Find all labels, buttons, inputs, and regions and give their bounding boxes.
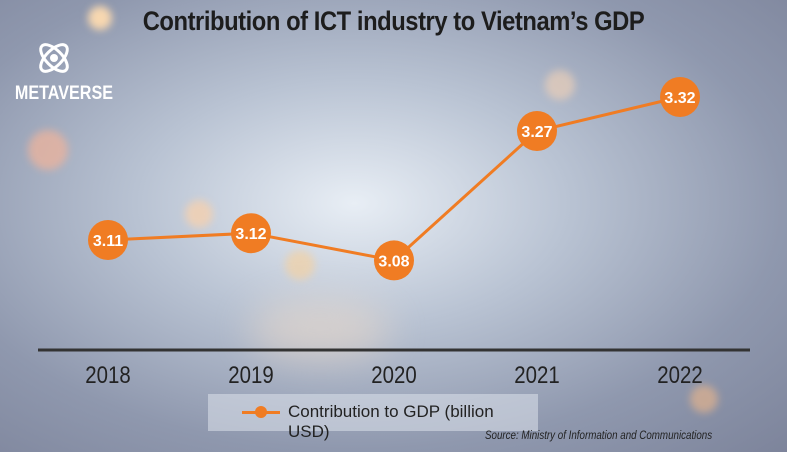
data-label: 3.32 <box>664 90 695 107</box>
legend-dot-marker <box>255 406 267 418</box>
data-point <box>231 213 271 254</box>
logo-text: METAVERSE <box>14 83 114 104</box>
bokeh <box>28 130 68 170</box>
x-tick-label: 2018 <box>85 361 130 388</box>
x-tick-label: 2020 <box>371 361 416 388</box>
data-label: 3.11 <box>93 233 123 250</box>
data-point <box>88 220 128 260</box>
data-label: 3.27 <box>521 124 552 141</box>
chart-title: Contribution of ICT industry to Vietnam’… <box>142 6 645 36</box>
data-point <box>374 240 414 281</box>
bokeh <box>88 6 112 30</box>
data-point <box>660 76 700 117</box>
x-tick-label: 2021 <box>514 361 559 388</box>
x-tick-label: 2019 <box>228 361 273 388</box>
bokeh <box>185 200 213 228</box>
bokeh <box>690 385 718 413</box>
legend: Contribution to GDP (billion USD) <box>208 394 538 441</box>
series-line <box>107 95 681 263</box>
data-label: 3.08 <box>378 253 409 270</box>
data-label: 3.12 <box>235 226 266 243</box>
atom-icon <box>39 43 69 73</box>
data-point <box>517 111 557 152</box>
x-tick-label: 2022 <box>657 361 702 388</box>
legend-label: Contribution to GDP (billion USD) <box>288 402 494 441</box>
bokeh <box>285 250 315 280</box>
bokeh <box>545 70 575 100</box>
logo: METAVERSE <box>8 38 114 105</box>
source-note: Source: Ministry of Information and Comm… <box>485 430 713 442</box>
